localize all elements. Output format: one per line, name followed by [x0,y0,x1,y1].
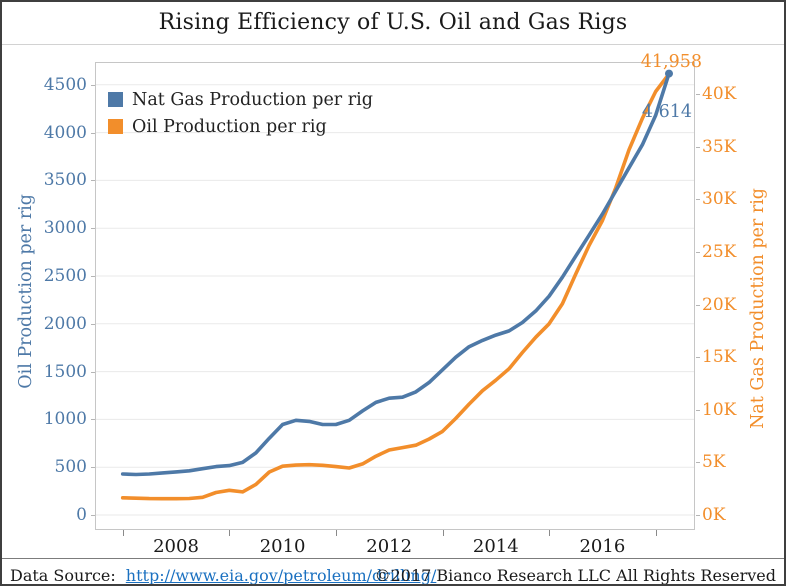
right-axis-tick-label: 15K [702,347,737,368]
right-axis-tick [696,515,700,516]
left-axis-tick [91,84,95,86]
plot-frame [95,62,695,530]
legend-item-gas: Nat Gas Production per rig [108,86,373,113]
left-axis-tick [91,371,95,373]
legend: Nat Gas Production per rig Oil Productio… [108,86,373,140]
x-axis-tick [229,530,231,536]
footer-divider [2,558,784,559]
gas-end-value-label: 41,958 [640,52,702,72]
right-axis-tick-label: 25K [702,242,737,262]
right-axis-tick-label: 20K [702,294,737,315]
x-axis-tick [122,530,124,536]
left-axis-tick [91,515,95,516]
oil-legend-swatch [108,119,123,134]
right-axis-tick-label: 10K [702,399,737,420]
chart-title: Rising Efficiency of U.S. Oil and Gas Ri… [158,10,628,35]
left-axis-tick [91,276,95,277]
x-axis-tick-label: 2008 [153,536,199,557]
left-axis-tick-label: 2500 [43,266,87,286]
right-axis-tick [696,304,700,306]
right-axis-tick-label: 30K [702,189,737,210]
x-axis-tick-label: 2010 [259,536,306,557]
right-axis-tick-label: 40K [702,84,737,105]
right-axis-title: Nat Gas Production per rig [748,188,768,429]
title-divider [2,44,784,45]
left-axis-tick [91,323,95,325]
x-axis-tick-label: 2016 [579,536,626,557]
left-axis-tick-label: 3500 [43,170,87,191]
left-axis-tick-label: 2000 [43,313,87,334]
copyright-text: ©2017 Bianco Research LLC All Rights Res… [374,566,776,585]
gas-legend-swatch [108,92,123,107]
oil-line [120,72,671,501]
oil-legend-label: Oil Production per rig [132,116,327,137]
gas-legend-label: Nat Gas Production per rig [132,89,373,110]
right-axis-tick [696,146,700,148]
left-axis-tick [91,228,95,230]
left-axis-tick-label: 1000 [43,409,87,430]
right-axis-tick [696,199,700,201]
gas-line-end-dot [665,69,673,78]
legend-item-oil: Oil Production per rig [108,113,373,140]
x-axis-tick [335,530,337,536]
right-axis-tick-label: 35K [702,136,737,157]
oil-end-value-label: 4,614 [641,102,692,122]
left-axis-tick-label: 4000 [43,122,87,143]
right-axis-tick-label: 5K [702,452,726,473]
left-axis-tick-label: 500 [54,457,87,478]
left-axis-tick [91,180,95,182]
x-axis-tick [549,530,551,536]
left-axis-tick-label: 0 [76,505,87,525]
right-axis-tick [696,252,700,253]
data-source-link[interactable]: http://www.eia.gov/petroleum/drilling/ [125,566,437,585]
data-source-label: Data Source: [10,566,116,585]
left-axis-tick-label: 4500 [43,74,87,95]
left-axis-tick [91,132,95,134]
left-axis-tick [91,419,95,421]
right-axis-tick [696,409,700,411]
gas-line [120,71,671,477]
x-axis-tick [442,530,444,536]
data-source: Data Source: http://www.eia.gov/petroleum… [10,566,437,585]
x-axis-tick-label: 2014 [472,536,519,557]
right-axis-tick [696,94,700,96]
right-axis-tick [696,462,700,464]
right-axis-tick-label: 0K [702,505,726,525]
left-axis-tick-label: 3000 [43,218,87,239]
left-axis-title: Oil Production per rig [16,194,36,389]
left-axis-tick-label: 1500 [43,361,87,382]
left-axis-tick [91,467,95,469]
right-axis-tick [696,357,700,359]
plot-area [95,62,695,530]
x-axis-tick [655,530,657,536]
x-axis-tick-label: 2012 [366,536,413,557]
